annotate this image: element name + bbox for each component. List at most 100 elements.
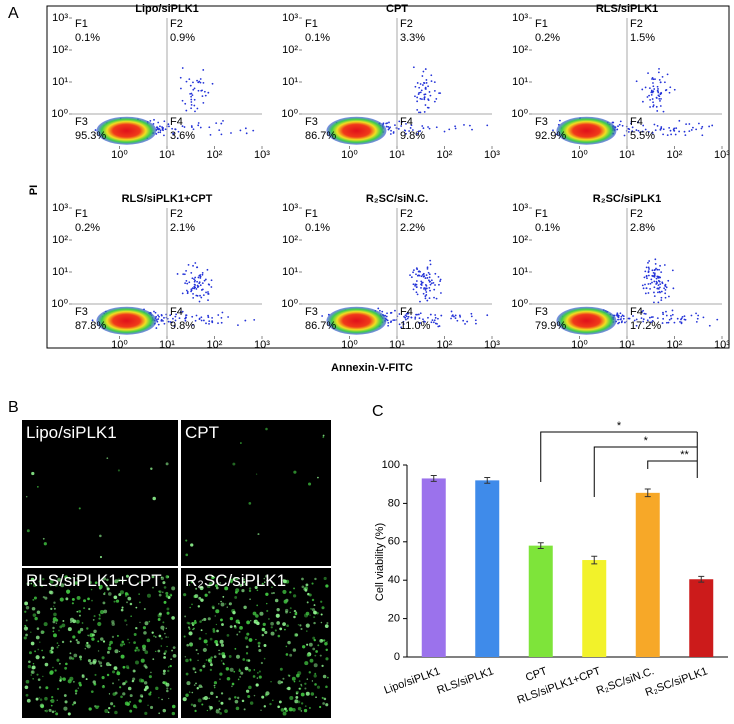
fluorescence-speck xyxy=(172,654,177,658)
fluorescence-speck xyxy=(293,587,295,590)
quadrant-name: F1 xyxy=(305,18,318,30)
fluorescence-speck xyxy=(108,706,111,710)
fluorescence-speck xyxy=(208,697,210,699)
event-dot xyxy=(433,81,436,84)
fluorescence-speck xyxy=(325,584,329,588)
fluorescence-speck xyxy=(287,640,291,645)
fluorescence-speck xyxy=(32,613,37,617)
event-dot xyxy=(390,320,393,323)
event-dot xyxy=(423,98,426,101)
event-dot xyxy=(153,118,155,121)
event-dot xyxy=(622,317,625,320)
event-dot xyxy=(377,307,380,310)
event-dot xyxy=(390,129,392,132)
fluorescence-speck xyxy=(193,684,196,686)
fluorescence-speck xyxy=(248,589,252,593)
event-dot xyxy=(178,317,181,320)
fluorescence-speck xyxy=(293,680,296,683)
fluorescence-speck xyxy=(72,576,74,579)
event-dot xyxy=(207,91,210,94)
event-dot xyxy=(642,287,645,290)
fluorescence-speck xyxy=(222,595,225,598)
event-dot xyxy=(657,291,659,294)
fluorescence-speck xyxy=(112,682,114,685)
fluorescence-speck xyxy=(152,586,154,589)
event-dot xyxy=(458,314,461,317)
event-dot xyxy=(410,276,413,279)
fluorescence-speck xyxy=(133,633,137,637)
fluorescence-speck xyxy=(36,673,39,676)
y-tick-label: 10³ xyxy=(512,12,528,24)
fluorescence-speck xyxy=(43,622,48,627)
fluorescence-speck xyxy=(204,663,206,665)
event-dot xyxy=(639,131,641,134)
fluorescence-speck xyxy=(44,596,48,600)
event-dot xyxy=(190,290,192,293)
event-dot xyxy=(433,100,436,103)
fluorescence-speck xyxy=(263,657,266,660)
fluorescence-speck xyxy=(219,711,223,715)
event-dot xyxy=(454,127,457,130)
event-dot xyxy=(379,309,381,312)
event-dot xyxy=(221,311,224,314)
event-dot xyxy=(157,314,159,317)
event-dot xyxy=(425,287,428,290)
fluorescence-speck xyxy=(155,650,157,653)
fluorescence-speck xyxy=(189,658,192,661)
fluorescence-speck xyxy=(74,581,78,585)
event-dot xyxy=(669,129,672,132)
fluorescence-speck xyxy=(279,667,283,671)
fluorescence-speck xyxy=(205,659,208,661)
fluorescence-speck xyxy=(257,641,261,645)
fluorescence-speck xyxy=(77,630,81,634)
event-dot xyxy=(181,292,184,295)
event-dot xyxy=(392,131,395,133)
event-dot xyxy=(421,98,423,101)
fluorescence-speck xyxy=(199,668,203,672)
x-tick-label: RLS/siPLK1 xyxy=(435,665,495,697)
event-dot xyxy=(670,317,673,320)
plot-title: RLS/siPLK1+CPT xyxy=(122,193,213,205)
event-dot xyxy=(162,129,164,132)
fluorescence-speck xyxy=(98,613,101,616)
event-dot xyxy=(181,125,184,128)
event-dot xyxy=(203,279,206,282)
event-dot xyxy=(191,94,194,97)
fluorescence-speck xyxy=(30,631,32,633)
event-dot xyxy=(411,129,414,131)
fluorescence-speck xyxy=(292,594,297,598)
fluorescence-speck xyxy=(85,678,88,681)
fluorescence-speck xyxy=(24,601,28,606)
event-dot xyxy=(429,289,431,292)
fluorescence-speck xyxy=(306,630,308,632)
event-dot xyxy=(209,133,212,136)
fluorescence-speck xyxy=(100,637,104,641)
fluorescence-speck xyxy=(63,694,67,697)
event-dot xyxy=(651,281,653,284)
event-dot xyxy=(644,283,646,286)
fluorescence-speck xyxy=(183,635,186,638)
fluorescence-speck xyxy=(37,678,41,681)
fluorescence-speck xyxy=(288,707,293,712)
density-blob xyxy=(96,306,157,335)
event-dot xyxy=(459,315,462,318)
event-dot xyxy=(204,94,207,97)
fluorescence-speck xyxy=(226,633,230,637)
event-dot xyxy=(653,286,656,289)
event-dot xyxy=(660,97,662,100)
event-dot xyxy=(649,287,651,290)
quadrant-name: F3 xyxy=(535,306,548,318)
event-dot xyxy=(652,78,655,81)
fluorescence-speck xyxy=(58,644,60,647)
y-tick-label: 10² xyxy=(52,44,68,56)
fluorescence-speck xyxy=(39,641,41,643)
fluorescence-speck xyxy=(59,679,62,682)
event-dot xyxy=(434,272,437,275)
fluorescence-speck xyxy=(112,692,117,696)
quadrant-name: F1 xyxy=(535,18,548,30)
y-tick-label: 10¹ xyxy=(52,266,68,278)
fluorescence-speck xyxy=(129,602,133,606)
fluorescence-speck xyxy=(270,626,273,629)
